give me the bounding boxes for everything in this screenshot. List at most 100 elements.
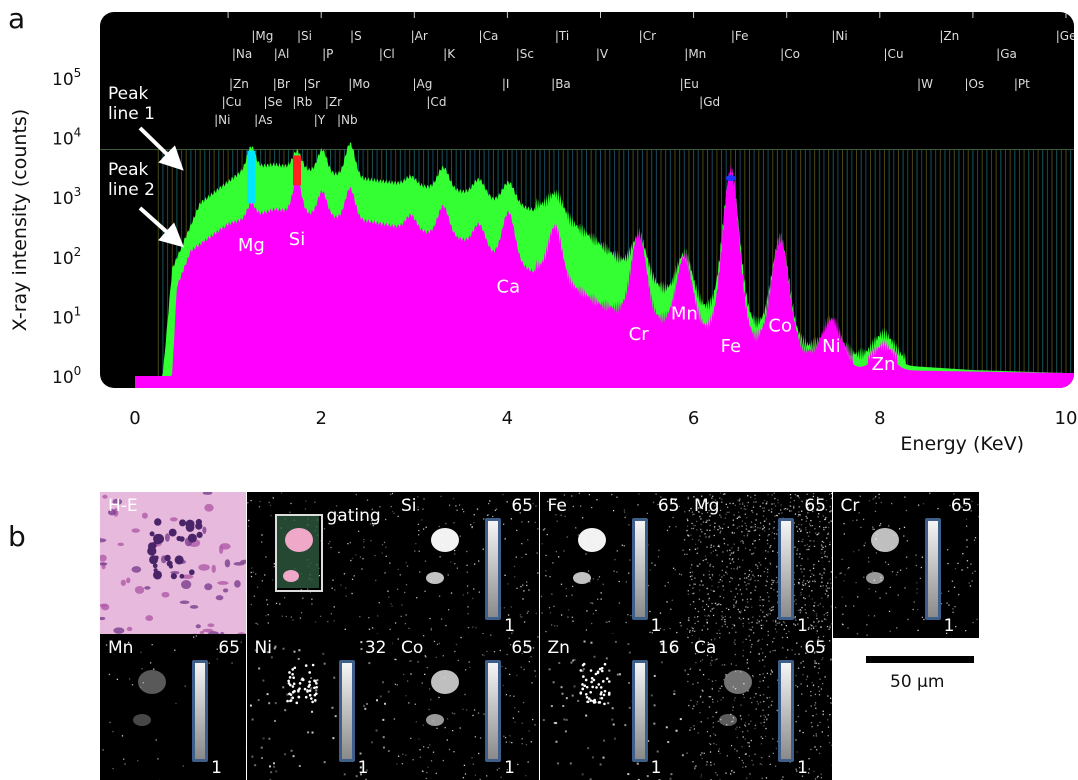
- element-marker-ca: |Ca: [479, 29, 499, 43]
- tile-label: Zn: [547, 638, 570, 658]
- arrow-label-1-line-2: line 1: [108, 104, 155, 124]
- arrow-2: [138, 206, 184, 248]
- element-marker-mg: |Mg: [251, 29, 273, 43]
- element-marker-as: |As: [254, 113, 273, 127]
- element-marker-s: |S: [350, 29, 362, 43]
- element-marker-cr: |Cr: [639, 29, 656, 43]
- tile-label: H-E: [108, 496, 138, 516]
- element-marker-ni: |Ni: [831, 29, 847, 43]
- colorbar: [778, 660, 794, 762]
- peak-label-cr: Cr: [629, 324, 650, 345]
- element-marker-si: |Si: [297, 29, 312, 43]
- element-map-cr: Cr 65 1: [832, 492, 979, 638]
- peak-label-fe: Fe: [721, 336, 741, 357]
- colorbar-min-label: 1: [504, 616, 515, 636]
- peak-label-mg: Mg: [238, 235, 265, 256]
- arrow-label-2-line-2: line 2: [108, 180, 155, 200]
- peak-label-ca: Ca: [497, 277, 521, 298]
- panel-a-letter: a: [8, 2, 26, 35]
- y-tick-label: 102: [52, 245, 81, 269]
- colorbar: [485, 518, 501, 620]
- element-marker-cu: |Cu: [222, 95, 242, 109]
- scale-bar-label: 50 µm: [890, 672, 945, 692]
- peak-label-co: Co: [768, 315, 792, 336]
- colorbar-max-label: 65: [218, 638, 240, 658]
- element-marker-gd: |Gd: [699, 95, 720, 109]
- y-tick-label: 105: [52, 66, 81, 90]
- x-tick-label: 8: [874, 408, 885, 429]
- colorbar-max-label: 65: [950, 496, 973, 516]
- spectrum-chart: |Mg |Si |S |Ar |Ca |Ti |Cr |Fe |Ni |Zn |Ge |Na |Al |P…: [9, 12, 1077, 455]
- element-marker-mo: |Mo: [348, 77, 370, 91]
- element-marker-i: |I: [502, 77, 510, 91]
- tile-label: Si: [401, 496, 417, 516]
- colorbar-max-label: 16: [657, 638, 680, 658]
- tile-label: gating: [326, 506, 381, 526]
- panel-b-letter: b: [8, 520, 26, 553]
- plot-area: |Mg |Si |S |Ar |Ca |Ti |Cr |Fe |Ni |Zn |Ge |Na |Al |P…: [100, 12, 1077, 388]
- element-marker-al: |Al: [274, 47, 290, 61]
- element-map-fe: Fe 65 1: [539, 492, 686, 638]
- element-map-co: Co 65 1: [393, 634, 539, 780]
- element-marker-ni: |Ni: [214, 113, 230, 127]
- element-marker-fe: |Fe: [731, 29, 749, 43]
- colorbar-min-label: 1: [797, 616, 808, 636]
- element-marker-br: |Br: [273, 77, 290, 91]
- x-tick-label: 0: [129, 408, 140, 429]
- colorbar-min-label: 1: [504, 758, 515, 778]
- element-marker-cl: |Cl: [379, 47, 395, 61]
- element-marker-se: |Se: [263, 95, 282, 109]
- colorbar-min-label: 1: [650, 616, 662, 636]
- element-map-ni: Ni 32 1: [246, 634, 393, 780]
- element-marker-w: |W: [917, 77, 933, 91]
- colorbar-min-label: 1: [943, 616, 955, 636]
- x-tick-label: 2: [315, 408, 326, 429]
- y-tick-label: 101: [52, 304, 81, 328]
- element-marker-mn: |Mn: [684, 47, 706, 61]
- colorbar: [924, 518, 941, 620]
- element-marker-zr: |Zr: [325, 95, 342, 109]
- gating-box: [274, 514, 323, 592]
- colorbar: [192, 660, 208, 762]
- colorbar: [778, 518, 794, 620]
- colorbar-max-label: 65: [804, 496, 826, 516]
- element-marker-zn: |Zn: [229, 77, 249, 91]
- element-marker-pt: |Pt: [1014, 77, 1030, 91]
- element-marker-os: |Os: [965, 77, 985, 91]
- element-marker-ga: |Ga: [996, 47, 1017, 61]
- y-tick-label: 103: [52, 185, 81, 209]
- element-map-mn: Mn 65 1: [100, 634, 246, 780]
- element-marker-sc: |Sc: [516, 47, 534, 61]
- peak-label-zn: Zn: [872, 354, 896, 375]
- tile-label: Mg: [694, 496, 720, 516]
- tile-label: Co: [401, 638, 424, 658]
- element-map-mg: Mg 65 1: [686, 492, 832, 638]
- peak-label-si: Si: [289, 229, 305, 250]
- element-marker-sr: |Sr: [304, 77, 321, 91]
- element-map-gating: gating: [246, 492, 393, 638]
- colorbar-min-label: 1: [357, 758, 369, 778]
- element-marker-ti: |Ti: [555, 29, 569, 43]
- fe-peak-tip: [725, 175, 736, 182]
- element-marker-v: |V: [596, 47, 609, 61]
- element-map-si: Si 65 1: [393, 492, 539, 638]
- colorbar-min-label: 1: [211, 758, 222, 778]
- colorbar: [485, 660, 501, 762]
- element-marker-y: |Y: [314, 113, 326, 127]
- arrow-label-2-line-1: Peak: [108, 160, 149, 180]
- element-marker-ag: |Ag: [412, 77, 432, 91]
- element-marker-ge: |Ge: [1056, 29, 1077, 43]
- colorbar-min-label: 1: [650, 758, 662, 778]
- colorbar: [631, 660, 648, 762]
- colorbar-max-label: 65: [511, 496, 533, 516]
- element-marker-eu: |Eu: [680, 77, 699, 91]
- element-map-h-e: H-E: [100, 492, 246, 638]
- colorbar: [631, 518, 648, 620]
- arrow-label-1-line-1: Peak: [108, 84, 149, 104]
- element-marker-zn: |Zn: [939, 29, 959, 43]
- x-tick-label: 6: [688, 408, 699, 429]
- y-tick-label: 100: [52, 364, 81, 388]
- tile-label: Mn: [108, 638, 134, 658]
- tile-label: Fe: [547, 496, 567, 516]
- colorbar: [338, 660, 355, 762]
